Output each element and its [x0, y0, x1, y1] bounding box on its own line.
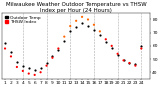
Point — [45, 65, 48, 66]
Point — [75, 20, 77, 21]
Point — [33, 74, 36, 76]
Point — [69, 25, 72, 27]
Point — [22, 65, 24, 66]
Point — [134, 64, 137, 65]
Point — [104, 41, 107, 43]
Point — [63, 40, 66, 41]
Point — [33, 69, 36, 70]
Point — [99, 35, 101, 36]
Point — [87, 19, 89, 20]
Point — [93, 29, 95, 31]
Point — [22, 70, 24, 72]
Legend: Outdoor Temp, THSW Index: Outdoor Temp, THSW Index — [4, 15, 41, 24]
Point — [99, 31, 101, 32]
Point — [10, 56, 12, 57]
Point — [134, 65, 137, 66]
Point — [116, 53, 119, 54]
Title: Milwaukee Weather Outdoor Temperature vs THSW Index per Hour (24 Hours): Milwaukee Weather Outdoor Temperature vs… — [6, 2, 147, 13]
Point — [116, 54, 119, 56]
Point — [51, 56, 54, 57]
Point — [110, 45, 113, 47]
Point — [122, 60, 125, 61]
Point — [81, 23, 83, 24]
Point — [45, 62, 48, 64]
Point — [87, 25, 89, 27]
Point — [122, 60, 125, 61]
Point — [81, 16, 83, 18]
Point — [16, 66, 18, 68]
Point — [140, 45, 143, 47]
Point — [4, 48, 6, 49]
Point — [4, 43, 6, 44]
Point — [57, 48, 60, 49]
Point — [93, 24, 95, 25]
Point — [16, 61, 18, 62]
Point — [39, 68, 42, 69]
Point — [128, 62, 131, 64]
Point — [10, 52, 12, 53]
Point — [128, 62, 131, 64]
Point — [28, 68, 30, 69]
Point — [140, 48, 143, 49]
Point — [28, 73, 30, 74]
Point — [110, 48, 113, 49]
Point — [63, 36, 66, 37]
Point — [104, 39, 107, 40]
Point — [51, 57, 54, 58]
Point — [69, 31, 72, 32]
Point — [39, 72, 42, 73]
Point — [75, 27, 77, 28]
Point — [57, 49, 60, 51]
